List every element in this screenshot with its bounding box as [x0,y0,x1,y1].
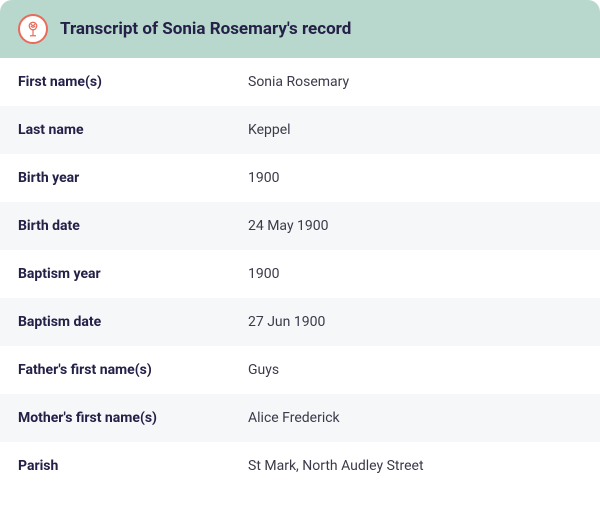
row-value: 27 Jun 1900 [248,314,325,330]
record-table: First name(s) Sonia Rosemary Last name K… [0,58,600,490]
card-title: Transcript of Sonia Rosemary's record [60,19,351,39]
row-label: Mother's first name(s) [18,410,248,426]
row-value: St Mark, North Audley Street [248,458,424,474]
table-row: Baptism date 27 Jun 1900 [0,298,600,346]
row-label: Birth year [18,170,248,186]
row-value: Keppel [248,122,291,138]
table-row: Baptism year 1900 [0,250,600,298]
row-value: 1900 [248,170,279,186]
table-row: Birth year 1900 [0,154,600,202]
card-header: Transcript of Sonia Rosemary's record [0,0,600,58]
tree-icon [18,14,48,44]
row-label: Father's first name(s) [18,362,248,378]
row-label: Baptism year [18,266,248,282]
row-value: 1900 [248,266,279,282]
table-row: Parish St Mark, North Audley Street [0,442,600,490]
row-label: Birth date [18,218,248,234]
row-value: Alice Frederick [248,410,340,426]
record-card: Transcript of Sonia Rosemary's record Fi… [0,0,600,490]
table-row: Birth date 24 May 1900 [0,202,600,250]
row-value: 24 May 1900 [248,218,329,234]
table-row: Father's first name(s) Guys [0,346,600,394]
row-value: Sonia Rosemary [248,74,349,90]
row-label: Parish [18,458,248,474]
table-row: Mother's first name(s) Alice Frederick [0,394,600,442]
row-label: Last name [18,122,248,138]
table-row: Last name Keppel [0,106,600,154]
row-label: First name(s) [18,74,248,90]
row-value: Guys [248,362,279,378]
table-row: First name(s) Sonia Rosemary [0,58,600,106]
row-label: Baptism date [18,314,248,330]
